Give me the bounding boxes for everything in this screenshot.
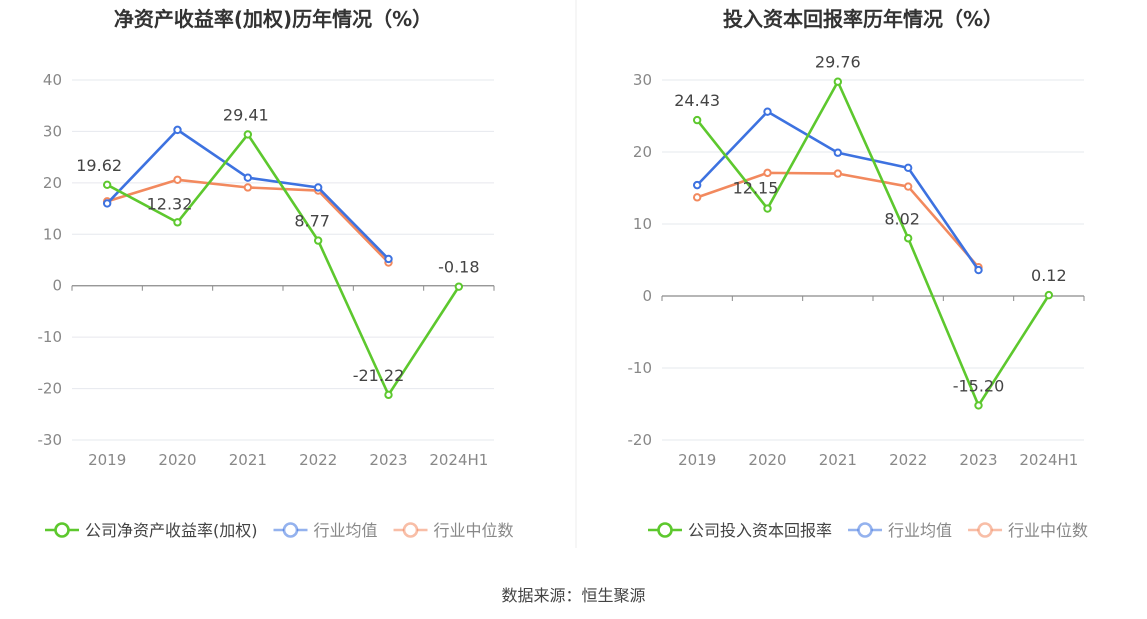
data-label: 12.15 [733, 179, 779, 198]
legend-item-1[interactable]: 公司投入资本回报率 [648, 521, 832, 540]
chart-title: 净资产收益率(加权)历年情况（%） [114, 7, 432, 31]
legend-label: 行业均值 [314, 521, 378, 540]
series-line [106, 178, 390, 264]
y-tick-label: 20 [43, 174, 62, 192]
y-tick-label: 30 [633, 71, 652, 89]
x-tick-label: 2021 [229, 451, 267, 469]
data-point [692, 193, 702, 202]
data-label: 29.41 [223, 105, 269, 124]
data-point [243, 183, 253, 192]
data-point [313, 236, 323, 245]
legend-item-3[interactable]: 行业中位数 [968, 521, 1088, 540]
legend-marker-icon [402, 522, 419, 538]
data-point [454, 282, 464, 291]
series-2 [102, 125, 393, 264]
y-tick-label: 0 [52, 277, 62, 295]
data-point [173, 125, 182, 135]
x-tick-label: 2024H1 [1019, 451, 1078, 469]
series-2 [692, 107, 983, 275]
y-tick-label: -10 [38, 328, 63, 346]
x-tick-label: 2021 [819, 451, 857, 469]
x-tick-label: 2020 [748, 451, 786, 469]
x-tick-label: 2024H1 [429, 451, 488, 469]
data-point [384, 390, 393, 400]
y-tick-label: -10 [628, 359, 653, 377]
data-point [833, 169, 843, 178]
series-3 [102, 175, 393, 267]
legend-label: 行业均值 [888, 521, 952, 540]
data-point [102, 180, 112, 190]
data-point [763, 204, 772, 213]
legend-label: 公司净资产收益率(加权) [85, 521, 258, 540]
y-tick-label: 20 [633, 143, 652, 161]
series-line [106, 133, 460, 397]
legend-item-3[interactable]: 行业中位数 [393, 521, 514, 540]
legend-item-1[interactable]: 公司净资产收益率(加权) [45, 521, 258, 540]
data-point [763, 107, 772, 116]
data-point [313, 183, 323, 192]
data-point [173, 218, 182, 227]
x-tick-label: 2022 [889, 451, 927, 469]
data-point [1044, 290, 1054, 300]
data-point [692, 180, 702, 190]
data-label: 19.62 [76, 156, 122, 175]
chart-panel-1: 净资产收益率(加权)历年情况（%） -30 -20 -10 0 10 20 30 40 2019 2… [38, 7, 514, 540]
legend-marker-icon [54, 522, 70, 538]
data-point [763, 168, 772, 178]
y-tick-label: 40 [43, 71, 62, 89]
y-tick-label: -30 [38, 431, 63, 449]
data-label: 0.12 [1031, 266, 1067, 285]
data-label: 8.02 [884, 209, 920, 228]
data-label: 29.76 [815, 53, 861, 72]
data-label: -0.18 [438, 258, 479, 277]
legend-marker-icon [657, 522, 673, 538]
legend-label: 公司投入资本回报率 [688, 521, 832, 540]
y-tick-label: 10 [43, 225, 62, 243]
data-label: 8.77 [294, 212, 330, 231]
legend-label: 行业中位数 [1008, 521, 1088, 540]
series-1 [102, 130, 464, 400]
legend-item-2[interactable]: 行业均值 [848, 521, 952, 540]
x-tick-label: 2023 [369, 451, 407, 469]
x-tick-label: 2023 [959, 451, 997, 469]
data-point [102, 199, 112, 208]
y-tick-label: 0 [642, 287, 652, 305]
series-line [696, 80, 1050, 407]
data-point [173, 175, 182, 184]
series-1 [692, 77, 1054, 410]
x-tick-label: 2022 [299, 451, 337, 469]
chart-title: 投入资本回报率历年情况（%） [723, 7, 1003, 31]
y-tick-label: 10 [633, 215, 652, 233]
x-tick-label: 2020 [158, 451, 196, 469]
data-point [243, 130, 253, 139]
data-point [903, 234, 913, 243]
data-label: 24.43 [674, 91, 720, 110]
data-label: -21.22 [353, 366, 405, 385]
data-label: 12.32 [147, 194, 193, 213]
data-point [833, 148, 843, 157]
data-point [974, 401, 983, 410]
chart-panel-2: 投入资本回报率历年情况（%） -20 -10 0 10 20 30 2019 2020 2021 2… [628, 7, 1089, 540]
data-point [903, 182, 913, 191]
x-tick-label: 2019 [88, 451, 126, 469]
y-tick-label: -20 [38, 380, 63, 398]
legend-marker-icon [977, 522, 993, 538]
legend-label: 行业中位数 [434, 521, 514, 540]
data-point [692, 115, 702, 125]
data-point [384, 254, 393, 264]
legend-item-2[interactable]: 行业均值 [273, 521, 378, 540]
data-point [243, 173, 253, 182]
y-tick-label: 30 [43, 122, 62, 140]
data-label: -15.20 [953, 376, 1005, 395]
legend-marker-icon [857, 522, 873, 538]
data-point [903, 163, 913, 173]
data-point [833, 77, 843, 86]
x-tick-label: 2019 [678, 451, 716, 469]
data-source-note: 数据来源：恒生聚源 [501, 586, 646, 605]
legend-marker-icon [282, 522, 299, 538]
y-tick-label: -20 [628, 431, 653, 449]
data-point [974, 265, 983, 275]
